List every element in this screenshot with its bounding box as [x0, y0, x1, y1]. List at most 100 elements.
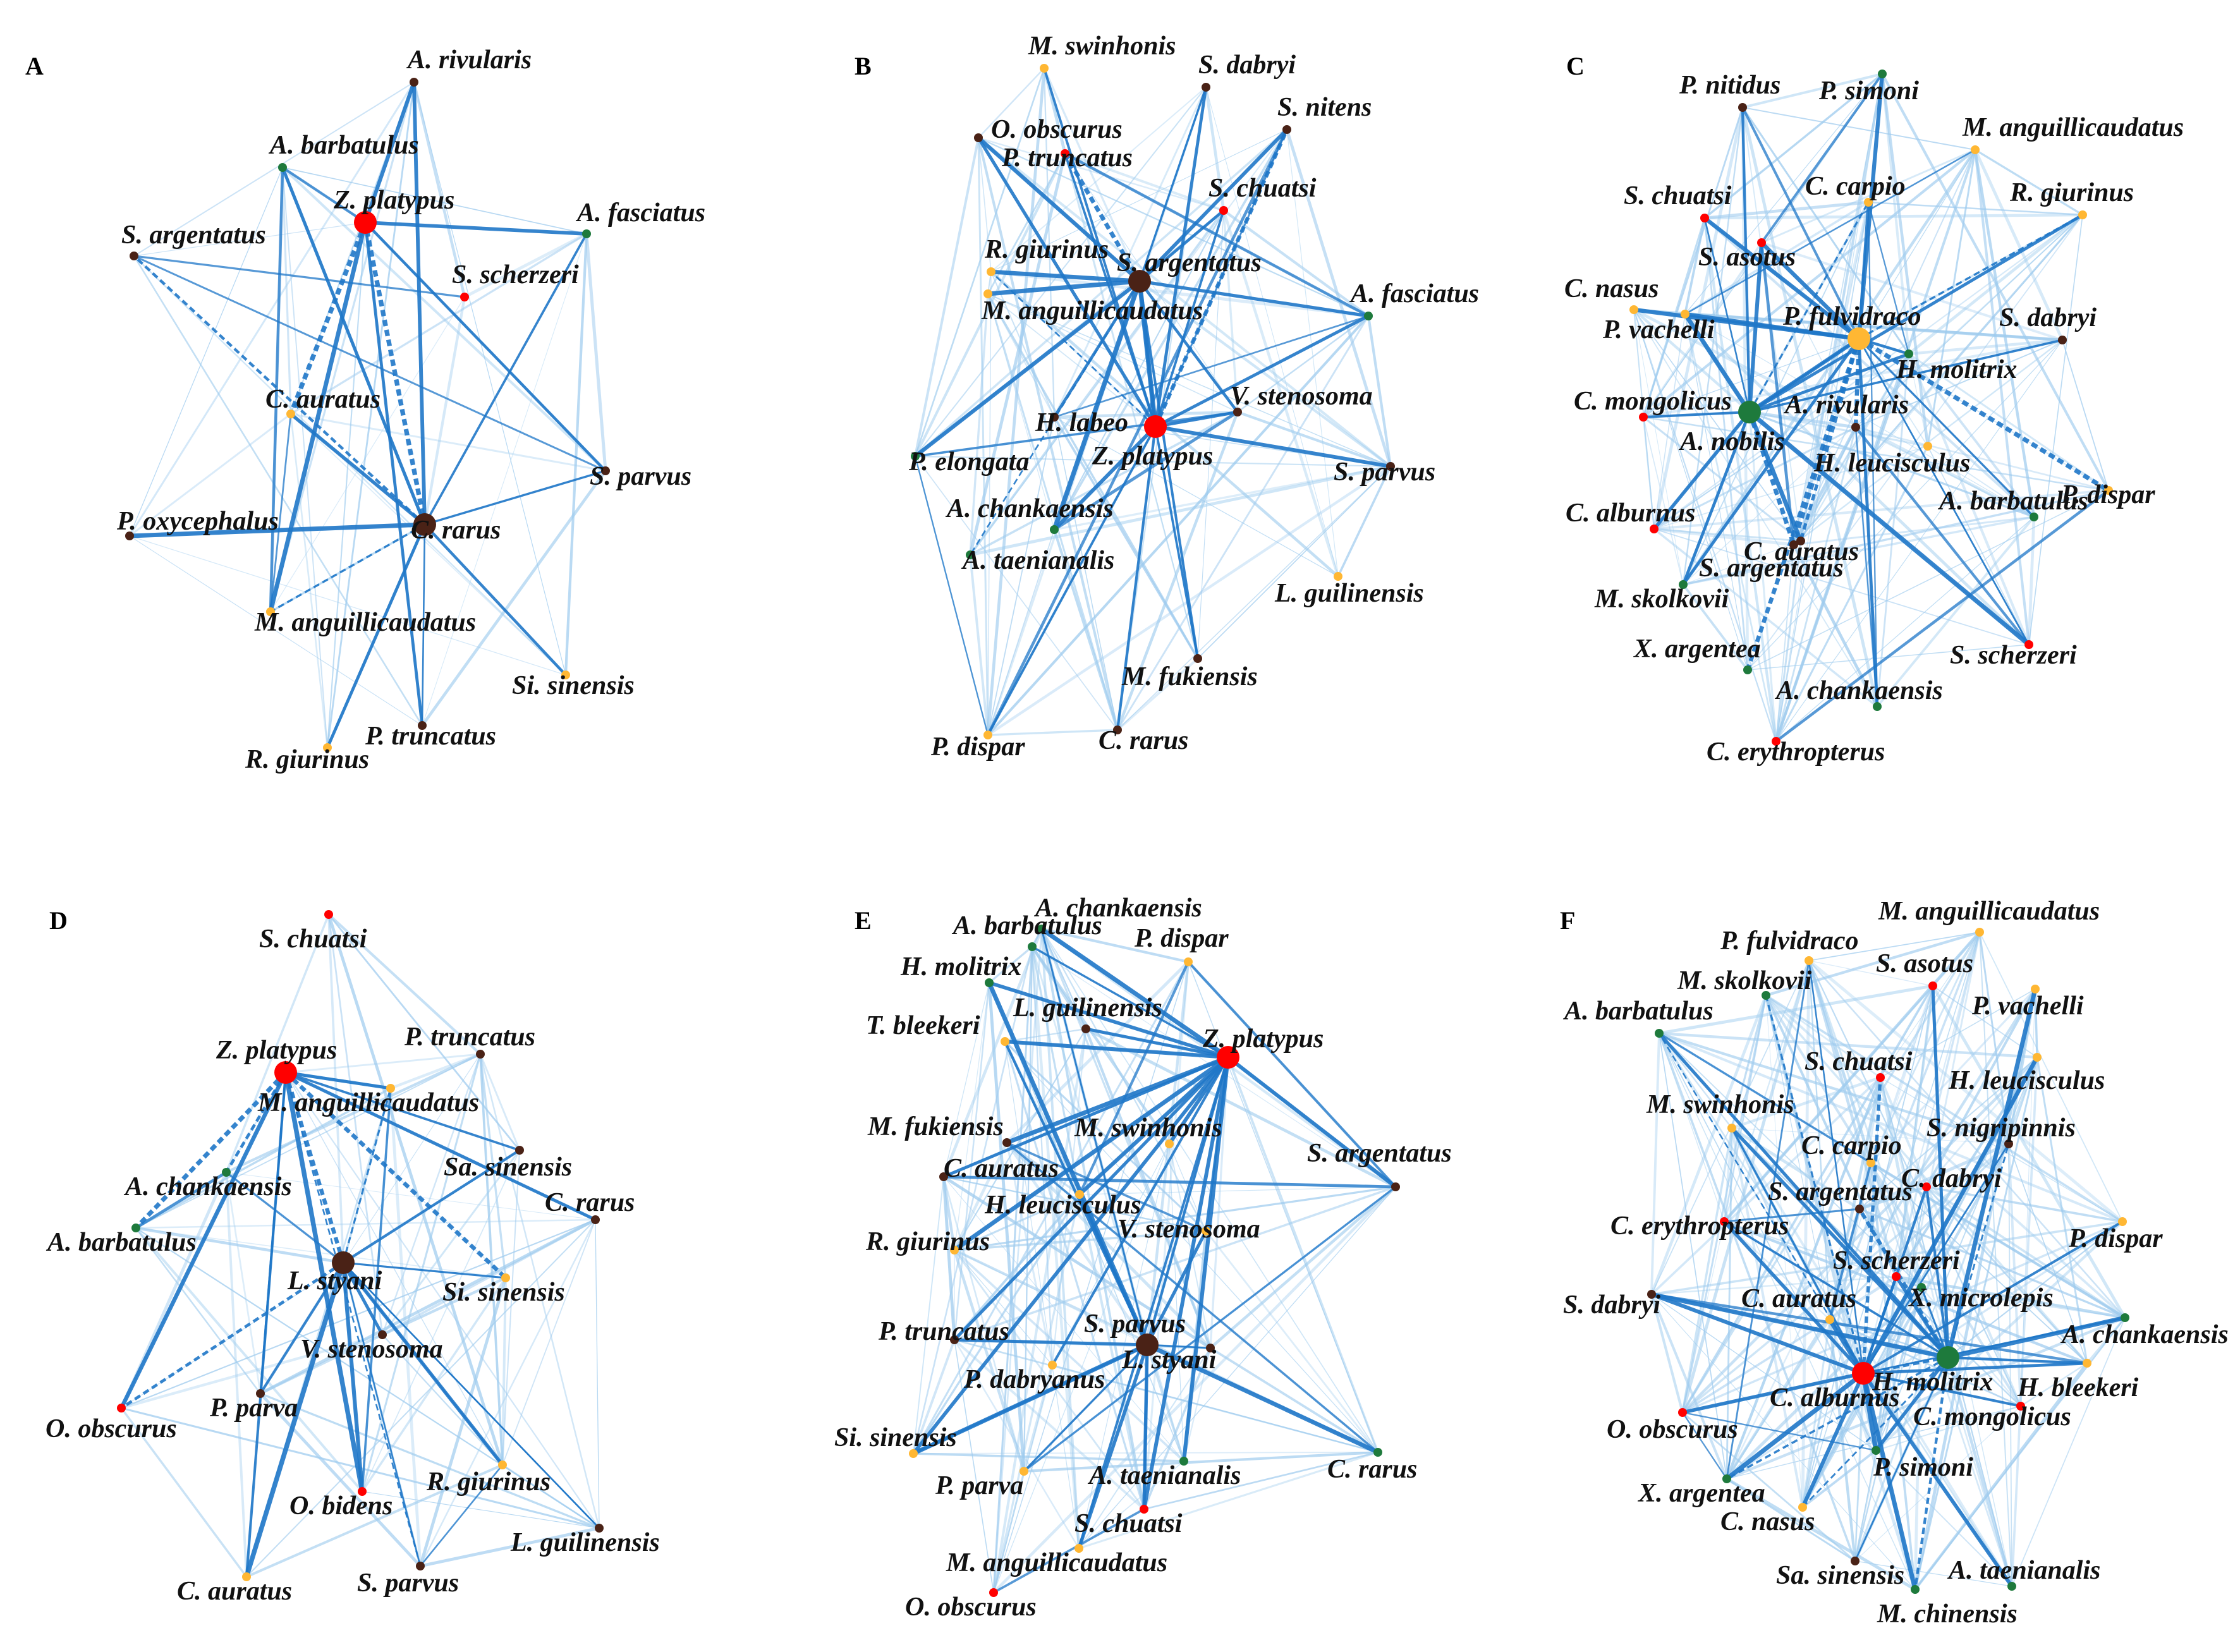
edge [1725, 1077, 1882, 1479]
node-label-p-truncatus: P. truncatus [404, 1023, 535, 1052]
edge [225, 1172, 248, 1577]
node-m-fukiensis [1002, 1138, 1011, 1147]
edge [135, 1226, 344, 1265]
edge [128, 82, 415, 537]
edge [1054, 465, 1391, 531]
node-label-c-auratus: C. auratus [1744, 537, 1859, 566]
node-h-molitrix [1937, 1346, 1959, 1369]
edge [285, 1072, 503, 1466]
edge [343, 1262, 600, 1529]
node-label-p-simoni: P. simoni [1818, 76, 1919, 106]
edge [1914, 1362, 2088, 1591]
edge [1659, 1033, 1916, 1590]
node-label-r-giurinus: R. giurinus [2009, 178, 2134, 207]
node-c-carpio [1864, 198, 1873, 207]
edge [1870, 988, 2036, 1164]
panel-d: D S. chuatsi P. truncatus Z. platypus M. ang… [46, 906, 660, 1606]
node-label-o-obscurus: O. obscurus [905, 1593, 1037, 1622]
edge [1927, 149, 1976, 447]
hub-edge [341, 1262, 365, 1492]
node-p-dabryanus [1048, 1361, 1057, 1370]
node-x-argentea [1722, 1474, 1731, 1483]
edge [1807, 960, 1898, 1277]
node-label-m-anguillicaudatus: M. anguillicaudatus [946, 1548, 1167, 1577]
node-l-guilinensis [1334, 572, 1342, 581]
node-a-barbatulus [1655, 1029, 1664, 1038]
edge [1854, 1186, 1927, 1562]
node-a-fasciatus [1364, 312, 1373, 320]
edge [129, 535, 566, 676]
edge [1908, 353, 2109, 492]
edge [1854, 1373, 1865, 1562]
edge [1085, 1027, 1397, 1189]
node-h-leucisculus [1923, 442, 1932, 451]
edge [1726, 988, 2036, 1480]
hub-edge [1116, 426, 1157, 731]
node-l-styani [332, 1251, 355, 1274]
edge [1205, 1230, 1379, 1453]
node-label-s-argentatus: S. argentatus [1307, 1139, 1452, 1168]
node-v-stenosoma [1233, 408, 1242, 416]
edge [1775, 544, 1794, 742]
edge [1765, 995, 1803, 1508]
node-r-giurinus [323, 743, 332, 752]
node-s-argentatus [1855, 1205, 1864, 1213]
node-a-rivularis [410, 78, 418, 87]
node-z-platypus [274, 1061, 297, 1084]
edge [1731, 1076, 1881, 1130]
node-c-rarus [1373, 1448, 1382, 1457]
edge [1801, 1449, 1877, 1509]
edge [382, 1334, 503, 1466]
edge [1867, 202, 1910, 355]
node-label-s-asotus: S. asotus [1698, 243, 1796, 272]
node-label-p-dabryanus: P. dabryanus [963, 1365, 1105, 1394]
edge [1875, 1276, 1897, 1451]
hub-edge [1181, 1057, 1231, 1462]
edge [1724, 1220, 1922, 1289]
edge [1854, 1406, 2021, 1562]
edge [1650, 1076, 1882, 1296]
edge [1006, 1141, 1148, 1346]
edge [1642, 149, 1976, 418]
hub-edge [129, 522, 425, 538]
edge [943, 1175, 1207, 1232]
hub-edge [1040, 928, 1148, 1345]
node-p-fulvidraco [1805, 956, 1813, 965]
hub-edge [1741, 107, 1751, 413]
edge [2008, 1143, 2088, 1364]
edge [1741, 107, 1860, 339]
edge [1927, 446, 2035, 518]
edge [1921, 1287, 2021, 1407]
node-m-skolkovii [1679, 580, 1688, 589]
hub-edge [1051, 1056, 1229, 1366]
node-si-sinensis [501, 1273, 510, 1282]
edge [502, 1219, 596, 1466]
node-m-swinhonis [1040, 64, 1049, 73]
hub-edge [1863, 1356, 1949, 1375]
node-label-l-guilinensis: L. guilinensis [1274, 579, 1424, 608]
hub-edge [284, 1071, 597, 1222]
edge [269, 82, 415, 612]
edge [986, 128, 1289, 736]
node-label-s-scherzeri: S. scherzeri [1950, 641, 2077, 670]
hub-edge [977, 136, 1141, 283]
edge [978, 68, 1045, 138]
edge [1792, 544, 1879, 708]
edge [1801, 1143, 2010, 1509]
node-a-taenianalis [2007, 1582, 2016, 1591]
edge [990, 87, 1207, 272]
node-s-dabryi [2058, 336, 2067, 344]
node-c-rarus [1113, 726, 1122, 734]
node-label-c-auratus: C. auratus [177, 1577, 292, 1606]
edge [992, 1471, 1025, 1593]
edge [987, 529, 1055, 736]
edge [953, 1339, 1145, 1510]
edge [1859, 1057, 2038, 1210]
edge [412, 82, 466, 298]
node-s-chuatsi [324, 910, 333, 919]
node-m-skolkovii [1762, 991, 1770, 1000]
edge [129, 413, 291, 537]
edge [259, 1392, 422, 1567]
edge [1004, 1041, 1145, 1510]
edge [970, 411, 1238, 556]
